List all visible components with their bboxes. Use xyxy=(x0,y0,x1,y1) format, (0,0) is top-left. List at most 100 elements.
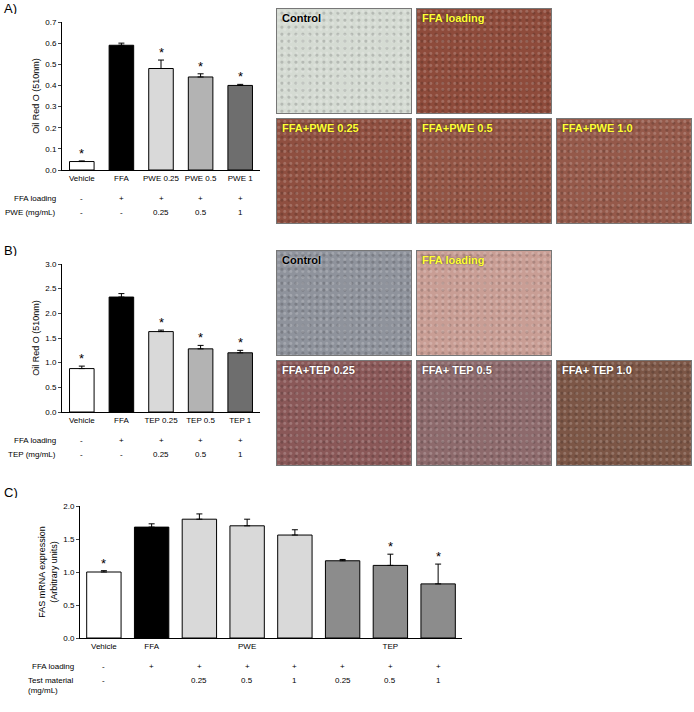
html-text:FFA+PWE 0.5: FFA+PWE 0.5 xyxy=(422,122,493,134)
svg-text:0.25: 0.25 xyxy=(153,450,169,459)
svg-text:Vehicle: Vehicle xyxy=(69,174,95,183)
svg-text:Oil Red O (510nm): Oil Red O (510nm) xyxy=(31,300,41,376)
svg-text:0.0: 0.0 xyxy=(63,634,75,643)
svg-text:-: - xyxy=(80,208,83,217)
svg-text:TEP 1: TEP 1 xyxy=(229,416,252,425)
svg-text:2.5: 2.5 xyxy=(45,284,57,293)
svg-text:FFA loading: FFA loading xyxy=(14,194,56,203)
svg-text:+: + xyxy=(245,662,250,671)
svg-text:+: + xyxy=(238,194,243,203)
svg-text:0.7: 0.7 xyxy=(45,18,57,27)
svg-text:2.0: 2.0 xyxy=(63,502,75,511)
svg-text:0.5: 0.5 xyxy=(45,60,57,69)
html-text:Control: Control xyxy=(282,12,322,24)
svg-text:0.4: 0.4 xyxy=(45,81,57,90)
svg-text:0.25: 0.25 xyxy=(191,676,207,685)
svg-text:+: + xyxy=(119,436,124,445)
svg-text:FFA loading: FFA loading xyxy=(14,436,56,445)
svg-text:-: - xyxy=(120,208,123,217)
svg-text:+: + xyxy=(238,436,243,445)
svg-text:1: 1 xyxy=(292,676,297,685)
svg-text:2.0: 2.0 xyxy=(45,309,57,318)
svg-text:+: + xyxy=(198,436,203,445)
svg-text:0.0: 0.0 xyxy=(45,166,57,175)
svg-text:0.25: 0.25 xyxy=(153,208,169,217)
svg-text:3.0: 3.0 xyxy=(45,260,57,269)
svg-text:0.5: 0.5 xyxy=(384,676,396,685)
html-text:FFA loading: FFA loading xyxy=(422,12,485,24)
svg-text:PWE 0.25: PWE 0.25 xyxy=(143,174,180,183)
html-text:C): C) xyxy=(4,485,18,500)
svg-text:+: + xyxy=(198,194,203,203)
svg-text:1: 1 xyxy=(436,676,441,685)
svg-text:-: - xyxy=(102,662,105,671)
svg-text:-: - xyxy=(80,194,83,203)
svg-text:PWE: PWE xyxy=(238,642,256,651)
svg-text:*: * xyxy=(198,59,203,74)
svg-text:+: + xyxy=(292,662,297,671)
svg-text:TEP (mg/mL): TEP (mg/mL) xyxy=(8,450,56,459)
svg-text:FFA loading: FFA loading xyxy=(32,662,74,671)
svg-text:0.5: 0.5 xyxy=(195,450,207,459)
html-text:FFA+TEP 0.25: FFA+TEP 0.25 xyxy=(282,364,355,376)
svg-text:FFA: FFA xyxy=(144,642,159,651)
svg-text:1.0: 1.0 xyxy=(63,568,75,577)
svg-text:TEP: TEP xyxy=(383,642,399,651)
svg-text:0.1: 0.1 xyxy=(45,145,57,154)
svg-text:FFA: FFA xyxy=(114,416,129,425)
svg-text:*: * xyxy=(198,330,203,345)
svg-text:+: + xyxy=(159,194,164,203)
svg-text:TEP 0.25: TEP 0.25 xyxy=(144,416,178,425)
svg-text:0.6: 0.6 xyxy=(45,39,57,48)
svg-text:0.25: 0.25 xyxy=(335,676,351,685)
svg-text:*: * xyxy=(101,556,106,571)
html-text:FFA+PWE 1.0: FFA+PWE 1.0 xyxy=(562,122,633,134)
svg-text:+: + xyxy=(436,662,441,671)
svg-text:Vehicle: Vehicle xyxy=(69,416,95,425)
svg-text:PWE (mg/mL): PWE (mg/mL) xyxy=(5,208,56,217)
svg-text:*: * xyxy=(388,539,393,554)
svg-text:0.3: 0.3 xyxy=(45,102,57,111)
svg-text:+: + xyxy=(340,662,345,671)
svg-text:+: + xyxy=(388,662,393,671)
html-text:B): B) xyxy=(4,243,17,258)
svg-text:0.2: 0.2 xyxy=(45,124,57,133)
svg-text:FFA: FFA xyxy=(114,174,129,183)
svg-text:*: * xyxy=(238,335,243,350)
svg-text:1.5: 1.5 xyxy=(45,334,57,343)
svg-text:+: + xyxy=(197,662,202,671)
svg-text:0.5: 0.5 xyxy=(45,383,57,392)
html-text:FFA+PWE 0.25: FFA+PWE 0.25 xyxy=(282,122,359,134)
svg-text:PWE 1: PWE 1 xyxy=(228,174,253,183)
svg-text:-: - xyxy=(102,676,105,685)
svg-text:0.0: 0.0 xyxy=(45,408,57,417)
svg-text:+: + xyxy=(149,662,154,671)
svg-text:Oil Red O (510nm): Oil Red O (510nm) xyxy=(31,58,41,134)
svg-text:0.5: 0.5 xyxy=(63,601,75,610)
html-text:FFA loading: FFA loading xyxy=(422,254,485,266)
svg-text:*: * xyxy=(79,351,84,366)
svg-text:*: * xyxy=(436,549,441,564)
svg-text:*: * xyxy=(159,45,164,60)
svg-text:-: - xyxy=(120,450,123,459)
svg-text:-: - xyxy=(80,450,83,459)
svg-text:1.5: 1.5 xyxy=(63,535,75,544)
html-text:A): A) xyxy=(4,1,17,16)
svg-text:TEP 0.5: TEP 0.5 xyxy=(186,416,215,425)
svg-text:0.5: 0.5 xyxy=(241,676,253,685)
html-text:Control: Control xyxy=(282,254,322,266)
svg-text:FAS mRNA expression(Arbitrary: FAS mRNA expression(Arbitrary units) xyxy=(37,526,59,618)
svg-text:Vehicle: Vehicle xyxy=(91,642,117,651)
svg-text:*: * xyxy=(238,69,243,84)
svg-text:+: + xyxy=(119,194,124,203)
svg-text:PWE 0.5: PWE 0.5 xyxy=(185,174,217,183)
svg-text:+: + xyxy=(159,436,164,445)
svg-text:1.0: 1.0 xyxy=(45,358,57,367)
svg-text:-: - xyxy=(80,436,83,445)
svg-text:1: 1 xyxy=(238,208,243,217)
svg-text:*: * xyxy=(159,315,164,330)
svg-text:0.5: 0.5 xyxy=(195,208,207,217)
svg-text:Test material(mg/mL): Test material(mg/mL) xyxy=(28,676,74,695)
svg-text:1: 1 xyxy=(238,450,243,459)
svg-text:*: * xyxy=(79,146,84,161)
